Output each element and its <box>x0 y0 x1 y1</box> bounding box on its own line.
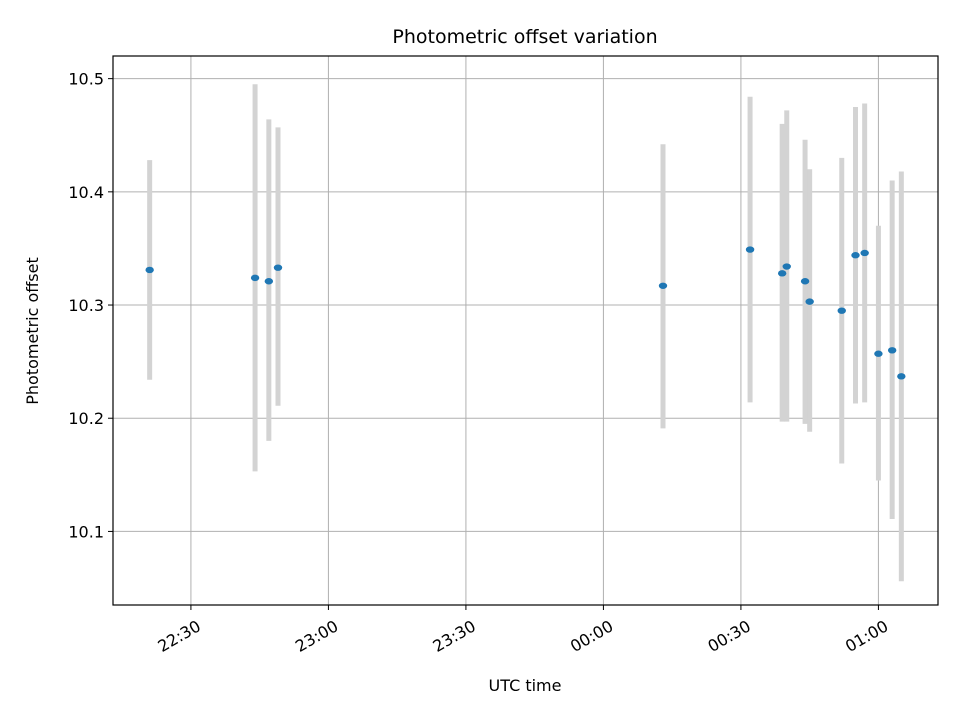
data-point <box>745 246 755 253</box>
data-point <box>805 298 814 305</box>
y-tick-label: 10.3 <box>68 296 104 315</box>
y-tick-label: 10.2 <box>68 409 104 428</box>
y-tick-label: 10.5 <box>68 70 104 89</box>
y-tick-label: 10.1 <box>68 522 104 541</box>
data-point <box>782 263 791 270</box>
data-points <box>145 246 906 380</box>
data-point <box>264 278 274 285</box>
y-axis-label: Photometric offset <box>23 257 42 405</box>
chart-title: Photometric offset variation <box>392 26 657 48</box>
data-point <box>273 264 283 271</box>
data-point <box>837 307 846 314</box>
data-point <box>800 278 810 285</box>
y-tick-label: 10.4 <box>68 183 104 202</box>
data-point <box>145 266 154 274</box>
data-point <box>777 270 787 277</box>
data-point <box>851 252 860 259</box>
plot-frame <box>112 55 939 606</box>
x-axis-label: UTC time <box>489 676 562 695</box>
data-point <box>250 274 260 282</box>
data-point <box>897 373 906 380</box>
data-point <box>874 350 883 357</box>
data-point <box>860 249 869 257</box>
data-point <box>887 347 897 354</box>
data-point <box>658 282 668 289</box>
